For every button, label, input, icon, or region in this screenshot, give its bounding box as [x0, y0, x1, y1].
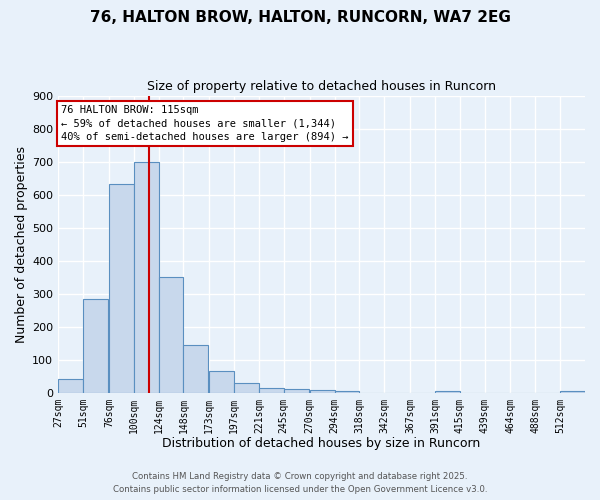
Bar: [134, 162, 158, 392]
Bar: [58, 379, 83, 392]
Bar: [109, 184, 134, 392]
Bar: [335, 391, 359, 392]
Text: Contains HM Land Registry data © Crown copyright and database right 2025.
Contai: Contains HM Land Registry data © Crown c…: [113, 472, 487, 494]
Text: 76 HALTON BROW: 115sqm
← 59% of detached houses are smaller (1,344)
40% of semi-: 76 HALTON BROW: 115sqm ← 59% of detached…: [61, 106, 349, 142]
Bar: [234, 383, 259, 392]
Bar: [83, 299, 108, 392]
Bar: [158, 277, 184, 392]
Bar: [284, 390, 308, 392]
Bar: [209, 372, 234, 392]
X-axis label: Distribution of detached houses by size in Runcorn: Distribution of detached houses by size …: [163, 437, 481, 450]
Title: Size of property relative to detached houses in Runcorn: Size of property relative to detached ho…: [147, 80, 496, 93]
Bar: [310, 390, 335, 392]
Y-axis label: Number of detached properties: Number of detached properties: [15, 146, 28, 342]
Bar: [259, 388, 284, 392]
Text: 76, HALTON BROW, HALTON, RUNCORN, WA7 2EG: 76, HALTON BROW, HALTON, RUNCORN, WA7 2E…: [89, 10, 511, 25]
Bar: [184, 345, 208, 393]
